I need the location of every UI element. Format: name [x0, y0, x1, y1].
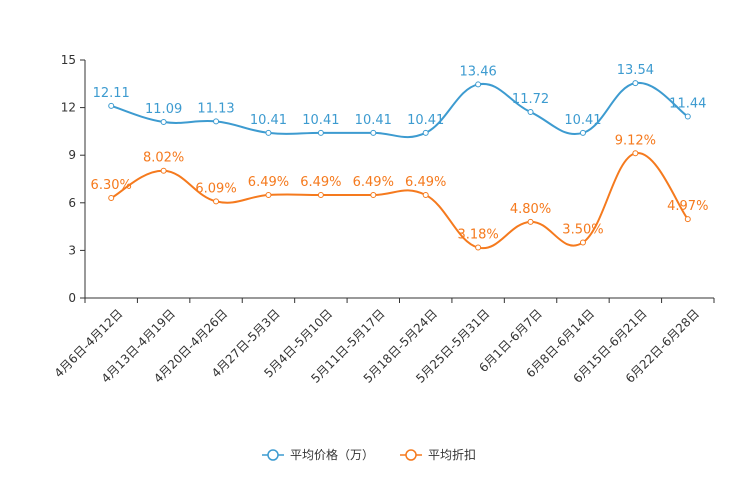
data-label: 11.44	[669, 96, 706, 111]
data-label: 4.97%	[667, 199, 708, 214]
data-label: 13.46	[460, 64, 497, 79]
data-point[interactable]	[632, 150, 639, 157]
legend: 平均价格（万） 平均折扣	[262, 447, 476, 462]
data-label: 3.18%	[457, 228, 498, 243]
data-label: 13.54	[617, 63, 654, 78]
data-point[interactable]	[160, 119, 167, 126]
data-label: 6.49%	[300, 175, 341, 190]
y-tick-label: 9	[68, 148, 76, 162]
legend-label: 平均价格（万）	[290, 447, 374, 462]
data-label: 10.41	[250, 113, 287, 128]
legend-item-1[interactable]: 平均折扣	[400, 447, 476, 462]
data-label: 10.41	[407, 113, 444, 128]
legend-item-0[interactable]: 平均价格（万）	[262, 447, 374, 462]
data-label: 6.49%	[405, 175, 446, 190]
data-label: 11.72	[512, 92, 549, 107]
y-tick-label: 3	[68, 243, 76, 257]
legend-swatch-marker	[267, 449, 279, 461]
data-point[interactable]	[684, 113, 691, 120]
data-point[interactable]	[527, 218, 534, 225]
data-label: 10.41	[355, 113, 392, 128]
data-label: 12.11	[93, 86, 130, 101]
data-point[interactable]	[684, 216, 691, 223]
data-label: 6.09%	[195, 181, 236, 196]
data-point[interactable]	[317, 192, 324, 199]
data-label: 11.09	[145, 102, 182, 117]
y-tick-label: 15	[61, 53, 76, 67]
data-point[interactable]	[160, 167, 167, 174]
data-point[interactable]	[265, 129, 272, 136]
data-label: 3.50%	[562, 222, 603, 237]
data-label: 10.41	[302, 113, 339, 128]
legend-swatch-marker	[405, 449, 417, 461]
data-point[interactable]	[422, 192, 429, 199]
data-label: 8.02%	[143, 151, 184, 166]
data-label: 6.49%	[248, 175, 289, 190]
data-point[interactable]	[213, 118, 220, 125]
data-point[interactable]	[422, 129, 429, 136]
data-point[interactable]	[475, 81, 482, 88]
data-point[interactable]	[108, 195, 115, 202]
data-point[interactable]	[317, 129, 324, 136]
data-point[interactable]	[579, 239, 586, 246]
data-point[interactable]	[108, 102, 115, 109]
data-point[interactable]	[370, 129, 377, 136]
data-point[interactable]	[527, 109, 534, 116]
y-tick-label: 0	[68, 291, 76, 305]
data-label: 6.30%	[91, 178, 132, 193]
data-point[interactable]	[265, 192, 272, 199]
data-label: 11.13	[197, 101, 234, 116]
data-point[interactable]	[632, 80, 639, 87]
data-point[interactable]	[370, 192, 377, 199]
legend-label: 平均折扣	[428, 447, 476, 462]
data-label: 9.12%	[615, 133, 656, 148]
series-layer	[108, 80, 691, 251]
y-tick-label: 12	[61, 101, 76, 115]
data-point[interactable]	[579, 129, 586, 136]
data-point[interactable]	[475, 244, 482, 251]
y-tick-label: 6	[68, 196, 76, 210]
data-point[interactable]	[213, 198, 220, 205]
data-labels: 12.11 11.09 11.13 10.41 10.41 10.41 10.41 13.46…	[91, 63, 709, 242]
data-label: 10.41	[564, 113, 601, 128]
data-label: 4.80%	[510, 202, 551, 217]
data-label: 6.49%	[353, 175, 394, 190]
